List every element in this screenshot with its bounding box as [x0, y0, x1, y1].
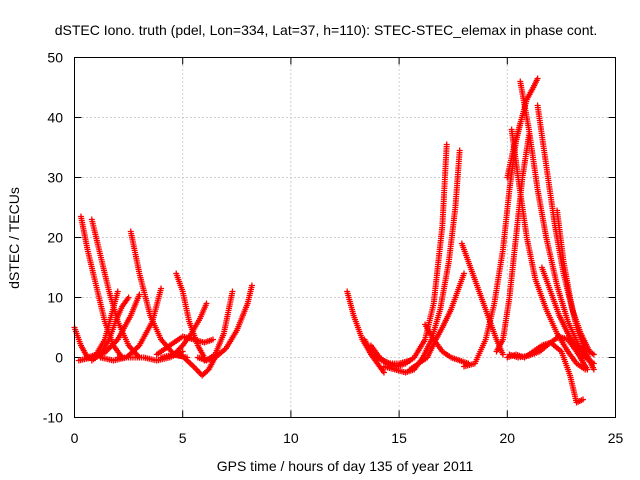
data-point	[209, 336, 216, 343]
x-axis-label: GPS time / hours of day 135 of year 2011	[217, 458, 474, 474]
y-tick-label: -10	[43, 410, 63, 426]
data-series	[406, 270, 468, 373]
data-point	[125, 294, 132, 301]
data-series	[517, 78, 593, 364]
data-point	[580, 396, 587, 403]
y-tick-label: 20	[47, 230, 63, 246]
data-series	[493, 132, 532, 355]
data-point	[229, 288, 236, 295]
x-tick-label: 0	[71, 430, 79, 446]
y-tick-label: 50	[47, 50, 63, 66]
data-point	[499, 351, 506, 358]
data-point	[380, 369, 387, 376]
data-point	[590, 351, 597, 358]
data-point	[136, 291, 143, 298]
tick-labels: 0 5 10 15 20 25 -10 0 10 20 30 40 50	[43, 50, 624, 447]
x-tick-label: 5	[179, 430, 187, 446]
grid	[74, 57, 616, 418]
data-point	[584, 366, 591, 373]
y-tick-label: 30	[47, 170, 63, 186]
y-tick-label: 40	[47, 110, 63, 126]
data-series	[538, 264, 597, 367]
data-point	[443, 141, 450, 148]
x-tick-label: 10	[283, 430, 299, 446]
data-point	[158, 285, 165, 292]
plot-frame	[74, 57, 616, 418]
data-point	[461, 270, 468, 277]
data-point	[534, 75, 541, 82]
x-tick-label: 25	[608, 430, 624, 446]
data-point	[203, 300, 210, 307]
x-tick-label: 20	[500, 430, 516, 446]
data-marks	[71, 75, 597, 406]
y-axis-label: dSTEC / TECUs	[6, 187, 22, 289]
data-series	[422, 321, 472, 367]
data-point	[114, 288, 121, 295]
data-series	[458, 240, 506, 358]
data-series	[344, 288, 387, 376]
x-tick-label: 15	[391, 430, 407, 446]
data-series	[153, 333, 216, 358]
data-series	[554, 207, 597, 373]
data-series	[201, 282, 255, 364]
data-series	[97, 285, 165, 364]
axis-ticks	[74, 57, 616, 418]
data-point	[590, 366, 597, 373]
data-point	[456, 147, 463, 154]
y-tick-label: 10	[47, 290, 63, 306]
chart-title: dSTEC Iono. truth (pdel, Lon=334, Lat=37…	[55, 22, 598, 38]
y-tick-label: 0	[55, 350, 63, 366]
data-point	[590, 360, 597, 367]
data-point	[248, 282, 255, 289]
